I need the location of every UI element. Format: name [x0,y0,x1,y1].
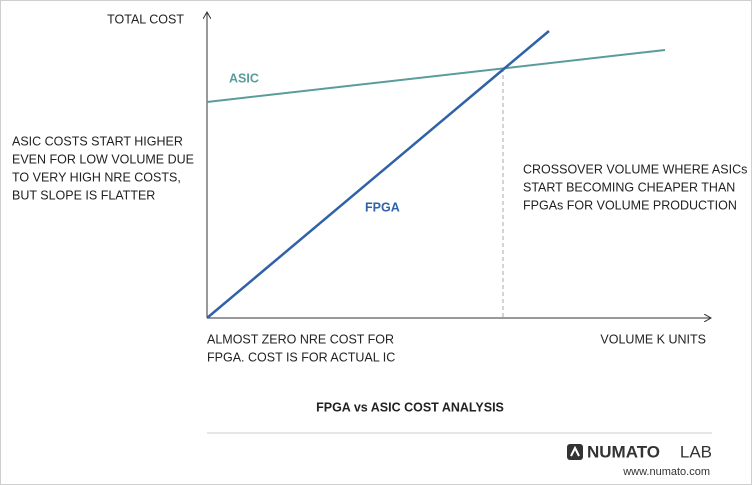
y-axis-label: TOTAL COST [107,12,184,26]
note-line: START BECOMING CHEAPER THAN [523,180,735,194]
logo-icon-mark [570,445,580,457]
x-axis-label: VOLUME K UNITS [600,332,706,346]
note-line: ALMOST ZERO NRE COST FOR [207,332,394,346]
note-line: ASIC COSTS START HIGHER [12,134,183,148]
note-line: CROSSOVER VOLUME WHERE ASICs [523,162,747,176]
note-line: TO VERY HIGH NRE COSTS, [12,170,181,184]
note-line: FPGAs FOR VOLUME PRODUCTION [523,198,737,212]
logo-brand: NUMATO [587,442,660,461]
fpga-line [206,30,550,319]
note-line: FPGA. COST IS FOR ACTUAL IC [207,350,395,364]
asic-label: ASIC [229,71,259,85]
logo: NUMATO LAB www.numato.com [567,442,712,478]
note-line: EVEN FOR LOW VOLUME DUE [12,152,194,166]
logo-suffix: LAB [680,442,712,461]
asic-line [206,49,666,103]
fpga-label: FPGA [365,200,400,214]
title: FPGA vs ASIC COST ANALYSIS [316,400,504,414]
logo-url: www.numato.com [622,466,710,478]
note-line: BUT SLOPE IS FLATTER [12,188,155,202]
